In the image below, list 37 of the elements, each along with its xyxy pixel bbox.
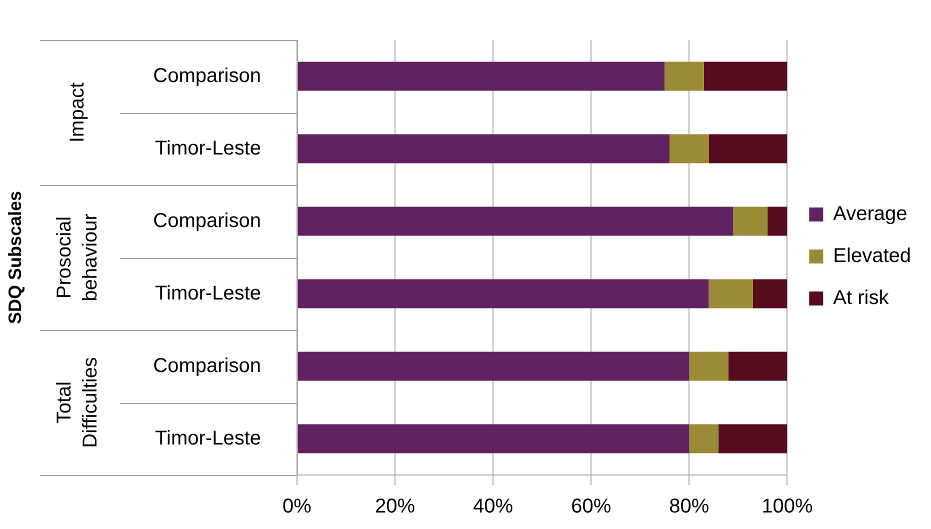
text: Impact — [66, 82, 89, 143]
bar — [670, 134, 709, 164]
y-tick-label: Comparison — [153, 210, 261, 232]
y-tick-label: Timor-Leste — [155, 137, 261, 160]
bar — [718, 424, 788, 454]
y-tick-label: Comparison — [153, 354, 261, 377]
bar — [689, 352, 728, 381]
x-tick-label: 20% — [375, 496, 416, 518]
text: SDQ Subscales — [4, 190, 25, 324]
bar — [708, 279, 753, 308]
bar — [768, 206, 788, 236]
bar — [733, 206, 768, 236]
bar — [298, 424, 690, 454]
x-tick-label: 80% — [669, 496, 710, 518]
x-tick-label: 60% — [571, 496, 612, 518]
bar — [298, 62, 665, 91]
bar — [298, 206, 734, 236]
bar — [704, 62, 788, 91]
legend-label: Elevated — [833, 245, 912, 268]
y-tick-label: Timor-Leste — [155, 282, 261, 304]
bar — [752, 279, 788, 308]
x-tick-label: 40% — [473, 496, 514, 518]
bar — [298, 279, 709, 308]
y-tick-label: Timor-Leste — [155, 427, 261, 450]
legend-label: Average — [833, 203, 908, 226]
bar — [298, 134, 670, 164]
bar — [708, 134, 788, 164]
y-tick-label: Comparison — [153, 64, 261, 87]
legend-label: At risk — [833, 287, 890, 310]
text: Total Difficulties — [54, 357, 102, 448]
bar — [728, 352, 788, 381]
text: Prosocial behaviour — [54, 213, 102, 302]
bar — [664, 62, 704, 91]
bar — [298, 352, 690, 381]
x-tick-label: 0% — [282, 496, 312, 518]
bar — [689, 424, 719, 454]
x-tick-label: 100% — [762, 496, 813, 518]
